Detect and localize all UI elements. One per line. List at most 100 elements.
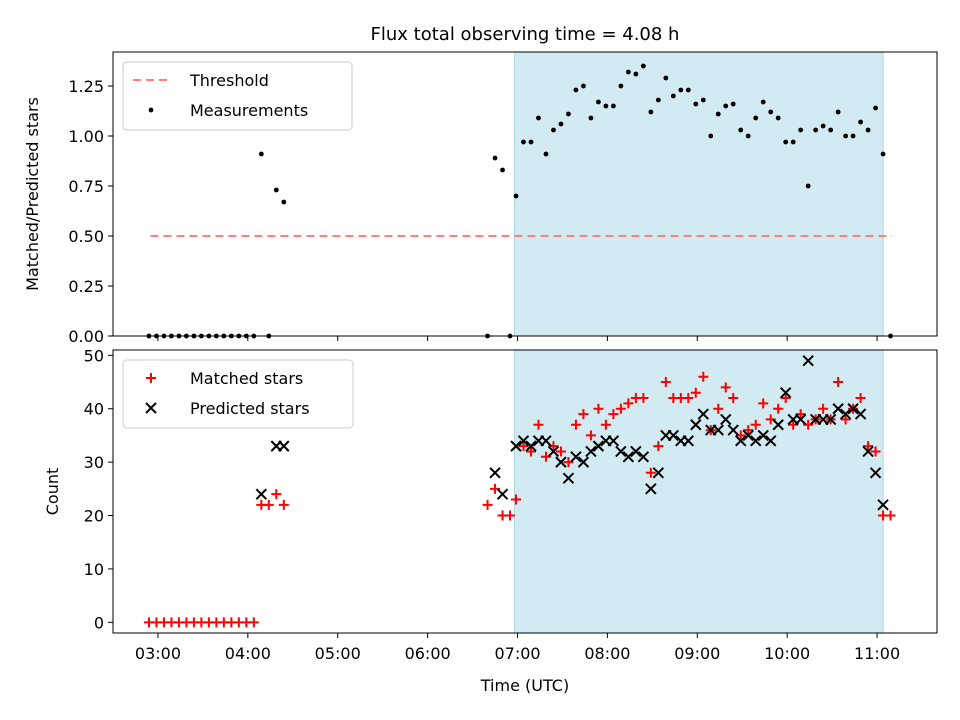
predicted-star-point: [255, 488, 268, 500]
predicted-star-point: [592, 440, 605, 452]
predicted-star-point: [682, 435, 695, 447]
measurement-point: [603, 103, 609, 109]
matched-star-point: [638, 393, 649, 404]
measurement-point: [633, 71, 639, 77]
predicted-star-point: [615, 445, 627, 458]
measurement-point: [610, 103, 616, 109]
predicted-star-point: [779, 387, 792, 399]
measurement-point: [492, 155, 498, 161]
x-axis-label: Time (UTC): [480, 676, 569, 695]
matched-star-point: [525, 446, 536, 457]
measurement-point: [281, 199, 287, 205]
count-series-0: [143, 371, 896, 628]
measurement-point: [798, 127, 804, 133]
legend-box: [122, 359, 354, 429]
measurement-point: [258, 151, 264, 157]
measurement-point: [625, 69, 631, 75]
matched-star-point: [780, 393, 791, 404]
x-tick-label: 10:00: [764, 644, 810, 663]
matched-star-point: [600, 419, 611, 430]
measurement-point: [663, 75, 669, 81]
legend: Matched stars Predicted stars: [122, 359, 354, 429]
measurement-point: [873, 105, 878, 111]
measurement-point: [820, 123, 826, 129]
legend-swatch-matched: [146, 373, 156, 383]
measurement-point: [760, 99, 766, 105]
legend-label: Measurements: [190, 101, 308, 120]
predicted-star-point: [637, 451, 650, 463]
predicted-star-point: [735, 435, 747, 447]
x-tick-label: 08:00: [584, 644, 630, 663]
measurement-point: [581, 83, 586, 89]
predicted-star-point: [652, 467, 665, 479]
matched-star-point: [593, 403, 604, 414]
measurement-point: [521, 139, 526, 145]
y-tick-label: 0: [94, 613, 104, 632]
matched-star-point: [683, 393, 694, 404]
predicted-star-point: [794, 413, 807, 426]
measurement-point: [573, 87, 579, 93]
measurement-point: [558, 121, 564, 127]
measurement-point: [708, 133, 714, 139]
measurement-point: [588, 115, 594, 121]
matched-star-point: [585, 430, 596, 441]
measurement-point: [775, 115, 781, 121]
matched-star-point: [555, 446, 566, 457]
measurement-point: [528, 139, 534, 145]
count-panel: 0 10 20 30 40 50 03:00 04:00 05:00 06:00 07:00 08:0…: [43, 346, 938, 695]
matched-star-point: [615, 403, 626, 414]
measurement-point: [618, 83, 624, 89]
y-tick-label: 30: [84, 453, 104, 472]
measurement-point: [685, 87, 691, 93]
matched-star-point: [570, 419, 581, 430]
predicted-star-point: [824, 413, 837, 426]
matched-star-point: [818, 403, 829, 414]
predicted-star-point: [742, 429, 754, 442]
legend: Threshold Measurements: [122, 61, 353, 131]
measurement-point: [828, 127, 834, 133]
measurement-point: [813, 127, 819, 133]
matched-star-point: [855, 393, 866, 404]
measurement-point: [273, 187, 279, 193]
measurement-point: [551, 127, 556, 133]
matched-star-point: [645, 467, 656, 478]
predicted-star-point: [764, 435, 777, 447]
measurement-point: [730, 101, 736, 107]
predicted-star-point: [510, 440, 522, 452]
predicted-star-point: [877, 499, 889, 511]
chart-title: Flux total observing time = 4.08 h: [371, 24, 680, 45]
matched-star-point: [511, 494, 522, 505]
predicted-star-point: [869, 467, 882, 479]
predicted-star-point: [847, 403, 859, 415]
predicted-star-point: [622, 451, 635, 463]
measurement-point: [745, 133, 751, 139]
matched-star-point: [870, 446, 881, 457]
y-tick-label: 10: [84, 560, 104, 579]
observing-window-shade: [514, 51, 884, 337]
y-tick-label: 0.00: [68, 327, 104, 346]
y-tick-label: 50: [84, 346, 104, 365]
matched-star-point: [863, 441, 874, 452]
measurement-point: [543, 151, 549, 157]
measurement-point: [723, 103, 729, 109]
predicted-star-point: [540, 435, 552, 447]
y-tick-label: 1.25: [68, 77, 104, 96]
legend-label: Matched stars: [190, 369, 303, 388]
x-tick-label: 03:00: [135, 644, 181, 663]
predicted-star-point: [772, 419, 784, 431]
predicted-star-point: [517, 435, 530, 447]
y-tick-label: 20: [84, 507, 104, 526]
measurement-point: [858, 119, 863, 125]
predicted-star-point: [802, 354, 814, 367]
matched-star-point: [690, 387, 701, 398]
measurement-point: [783, 139, 789, 145]
predicted-star-point: [854, 408, 867, 420]
measurement-point: [805, 183, 811, 189]
predicted-star-point: [278, 440, 290, 452]
x-tick-label: 06:00: [405, 644, 451, 663]
measurement-point: [768, 109, 774, 115]
measurement-point: [865, 127, 871, 133]
measurement-point: [693, 101, 699, 107]
matched-star-point: [653, 441, 664, 452]
